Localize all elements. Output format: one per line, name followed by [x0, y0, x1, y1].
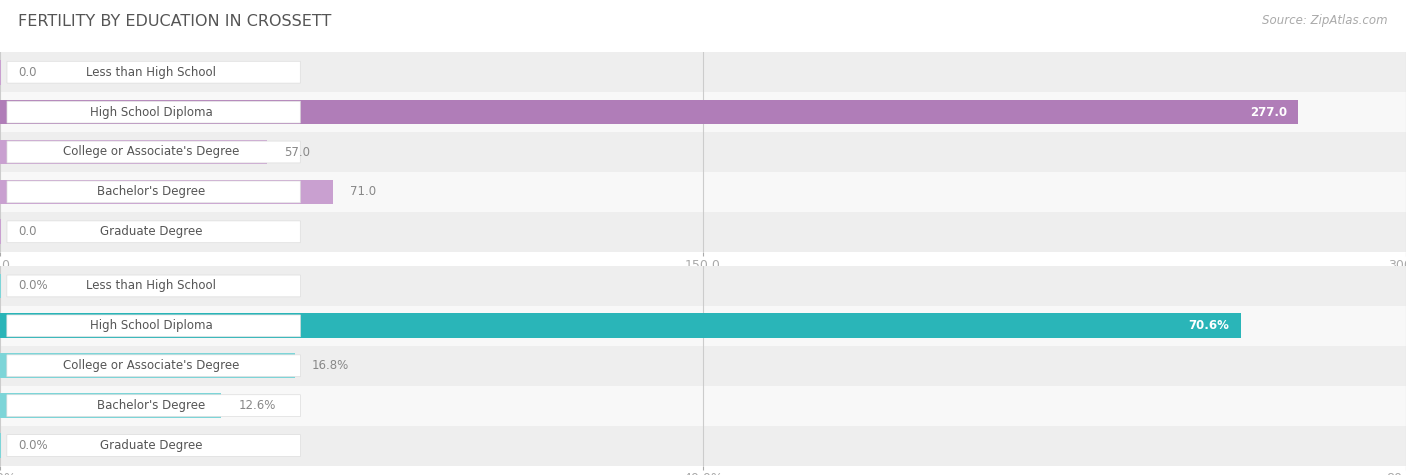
Bar — [0, 92, 1406, 132]
Bar — [0, 212, 1406, 252]
Bar — [0, 433, 1, 458]
Text: 277.0: 277.0 — [1250, 105, 1286, 119]
Text: College or Associate's Degree: College or Associate's Degree — [63, 145, 239, 159]
Bar — [0, 132, 1406, 172]
Bar — [0, 140, 267, 164]
Text: College or Associate's Degree: College or Associate's Degree — [63, 359, 239, 372]
FancyBboxPatch shape — [7, 355, 301, 377]
FancyBboxPatch shape — [7, 101, 301, 123]
Text: High School Diploma: High School Diploma — [90, 105, 212, 119]
Text: 0.0: 0.0 — [18, 66, 37, 79]
Bar — [0, 52, 1406, 92]
Text: FERTILITY BY EDUCATION IN CROSSETT: FERTILITY BY EDUCATION IN CROSSETT — [18, 14, 332, 29]
Bar — [0, 346, 1406, 386]
Text: Less than High School: Less than High School — [86, 66, 217, 79]
Text: High School Diploma: High School Diploma — [90, 319, 212, 332]
FancyBboxPatch shape — [7, 141, 301, 163]
Bar — [0, 180, 333, 204]
Text: 12.6%: 12.6% — [238, 399, 276, 412]
FancyBboxPatch shape — [7, 61, 301, 83]
Bar — [0, 306, 1406, 346]
Text: 70.6%: 70.6% — [1188, 319, 1229, 332]
Text: 16.8%: 16.8% — [312, 359, 349, 372]
Text: 71.0: 71.0 — [350, 185, 375, 199]
FancyBboxPatch shape — [7, 435, 301, 456]
FancyBboxPatch shape — [7, 395, 301, 417]
Bar — [0, 426, 1406, 466]
Bar — [0, 266, 1406, 306]
FancyBboxPatch shape — [7, 181, 301, 203]
FancyBboxPatch shape — [7, 315, 301, 337]
Bar — [0, 274, 1, 298]
Text: 0.0: 0.0 — [18, 225, 37, 238]
Text: Graduate Degree: Graduate Degree — [100, 439, 202, 452]
FancyBboxPatch shape — [7, 221, 301, 243]
Text: Bachelor's Degree: Bachelor's Degree — [97, 185, 205, 199]
Bar — [0, 386, 1406, 426]
Text: Bachelor's Degree: Bachelor's Degree — [97, 399, 205, 412]
Text: Graduate Degree: Graduate Degree — [100, 225, 202, 238]
Bar — [0, 393, 222, 418]
Bar — [0, 314, 1240, 338]
Bar — [0, 100, 1298, 124]
Text: Less than High School: Less than High School — [86, 279, 217, 293]
FancyBboxPatch shape — [7, 275, 301, 297]
Bar — [0, 60, 1, 85]
Text: 57.0: 57.0 — [284, 145, 309, 159]
Bar — [0, 219, 1, 244]
Bar — [0, 353, 295, 378]
Bar — [0, 172, 1406, 212]
Text: 0.0%: 0.0% — [18, 439, 48, 452]
Text: 0.0%: 0.0% — [18, 279, 48, 293]
Text: Source: ZipAtlas.com: Source: ZipAtlas.com — [1263, 14, 1388, 27]
